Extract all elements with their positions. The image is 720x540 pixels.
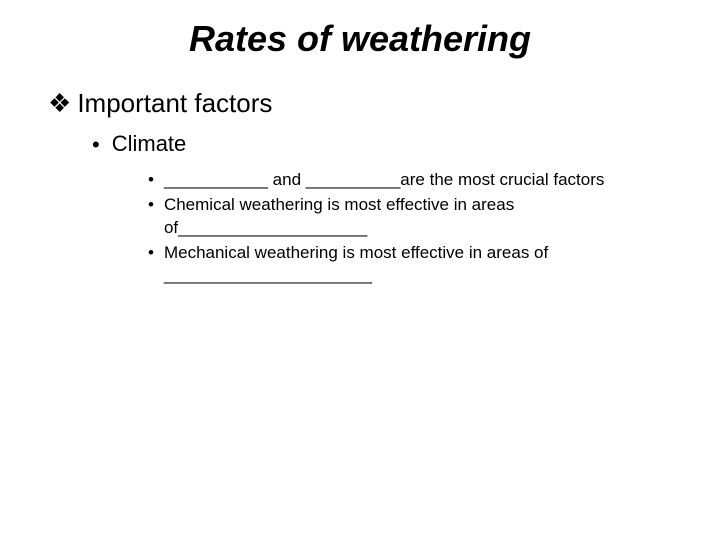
dot-bullet-icon: • bbox=[148, 242, 154, 265]
slide: Rates of weathering ❖ Important factors … bbox=[0, 0, 720, 287]
bullet-level-1: ❖ Important factors bbox=[48, 88, 680, 119]
level-3-text: Chemical weathering is most effective in… bbox=[164, 194, 674, 240]
level-3-text: Mechanical weathering is most effective … bbox=[164, 242, 674, 288]
level-3-text: ___________ and __________are the most c… bbox=[164, 169, 604, 192]
bullet-level-3: • Chemical weathering is most effective … bbox=[148, 194, 680, 240]
dot-bullet-icon: • bbox=[92, 131, 100, 159]
bullet-level-3: • Mechanical weathering is most effectiv… bbox=[148, 242, 680, 288]
dot-bullet-icon: • bbox=[148, 194, 154, 217]
bullet-level-2: • Climate bbox=[92, 131, 680, 159]
level-2-text: Climate bbox=[112, 131, 187, 157]
slide-title: Rates of weathering bbox=[40, 18, 680, 60]
bullet-level-3: • ___________ and __________are the most… bbox=[148, 169, 680, 192]
dot-bullet-icon: • bbox=[148, 169, 154, 192]
diamond-bullet-icon: ❖ bbox=[48, 88, 71, 119]
level-1-text: Important factors bbox=[77, 88, 272, 119]
